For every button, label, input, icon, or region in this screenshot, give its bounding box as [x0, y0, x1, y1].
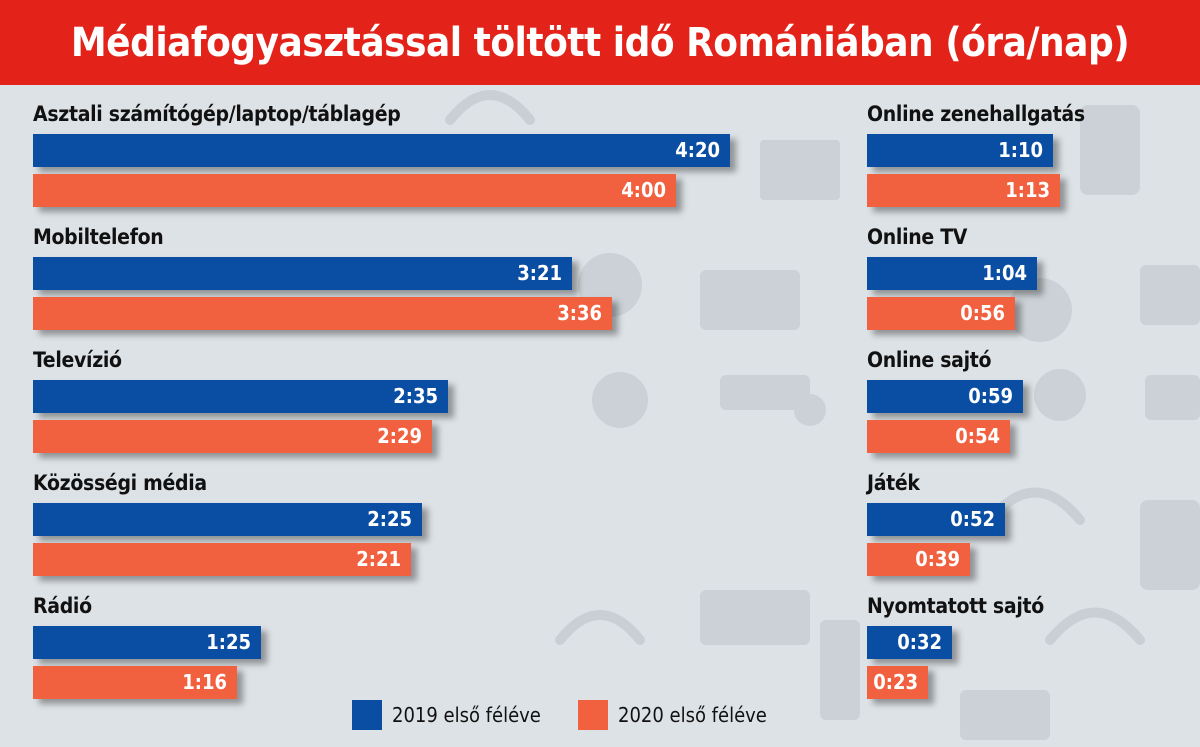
legend-swatch-2019: [352, 700, 382, 730]
bar-value-label: 4:20: [675, 138, 720, 162]
header-banner: Médiafogyasztással töltött idő Romániába…: [0, 0, 1200, 85]
category-label: Mobiltelefon: [33, 225, 164, 249]
bar-2020: 0:39: [867, 543, 970, 576]
category-label: Közösségi média: [33, 471, 207, 495]
bar-2019: 0:59: [867, 380, 1023, 413]
bar-value-label: 4:00: [621, 178, 666, 202]
bar-2020: 0:54: [867, 420, 1010, 453]
bar-value-label: 1:10: [998, 138, 1043, 162]
legend-label-2019: 2019 első féléve: [392, 703, 541, 727]
category-label: Online sajtó: [867, 348, 992, 372]
bar-value-label: 0:39: [915, 547, 960, 571]
category-label: Televízió: [33, 348, 122, 372]
bar-2019: 1:10: [867, 134, 1053, 167]
bar-2019: 3:21: [33, 257, 572, 290]
bar-value-label: 0:52: [950, 507, 995, 531]
bar-2019: 4:20: [33, 134, 730, 167]
bar-value-label: 3:36: [557, 301, 602, 325]
bar-2020: 1:13: [867, 174, 1060, 207]
bar-value-label: 0:32: [897, 630, 942, 654]
category-label: Játék: [867, 471, 920, 495]
bar-2020: 2:29: [33, 420, 432, 453]
bar-value-label: 2:21: [356, 547, 401, 571]
bar-2019: 1:04: [867, 257, 1037, 290]
bar-2020: 0:56: [867, 297, 1015, 330]
bar-2020: 4:00: [33, 174, 676, 207]
legend-label-2020: 2020 első féléve: [618, 703, 767, 727]
bar-2020: 1:16: [33, 666, 237, 699]
bar-2019: 0:52: [867, 503, 1005, 536]
category-label: Online TV: [867, 225, 968, 249]
bar-value-label: 2:29: [377, 424, 422, 448]
bar-2020: 2:21: [33, 543, 411, 576]
category-label: Rádió: [33, 594, 92, 618]
bar-value-label: 0:54: [955, 424, 1000, 448]
bar-value-label: 0:56: [960, 301, 1005, 325]
category-label: Nyomtatott sajtó: [867, 594, 1044, 618]
bar-value-label: 1:25: [206, 630, 251, 654]
bar-value-label: 0:23: [873, 670, 918, 694]
bar-2020: 0:23: [867, 666, 928, 699]
bar-2020: 3:36: [33, 297, 612, 330]
chart-title: Médiafogyasztással töltött idő Romániába…: [70, 19, 1130, 66]
bar-2019: 0:32: [867, 626, 952, 659]
bar-2019: 2:35: [33, 380, 448, 413]
bar-2019: 1:25: [33, 626, 261, 659]
bar-value-label: 1:04: [982, 261, 1027, 285]
bar-value-label: 2:25: [367, 507, 412, 531]
bar-2019: 2:25: [33, 503, 422, 536]
bar-value-label: 2:35: [393, 384, 438, 408]
legend-swatch-2020: [578, 700, 608, 730]
bar-value-label: 1:16: [182, 670, 227, 694]
bar-value-label: 0:59: [968, 384, 1013, 408]
bar-value-label: 1:13: [1005, 178, 1050, 202]
category-label: Asztali számítógép/laptop/táblagép: [33, 102, 401, 126]
bar-value-label: 3:21: [517, 261, 562, 285]
category-label: Online zenehallgatás: [867, 102, 1085, 126]
